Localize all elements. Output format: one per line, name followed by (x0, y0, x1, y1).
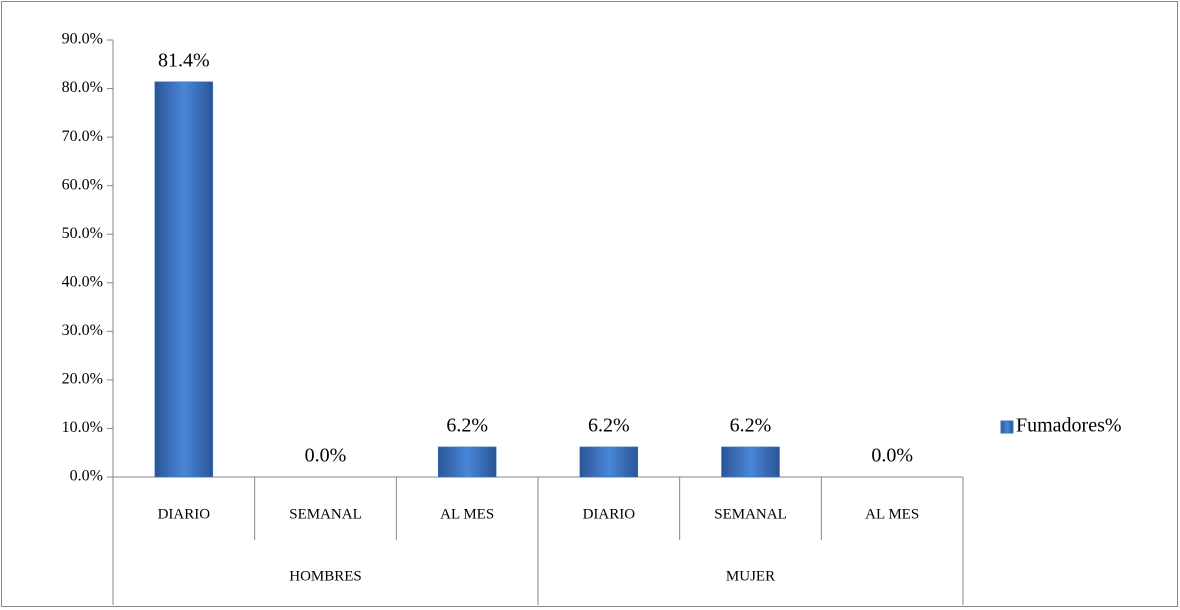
x-tick-label: DIARIO (583, 506, 636, 522)
x-tick-label: DIARIO (158, 506, 211, 522)
data-label: 6.2% (446, 414, 488, 436)
y-tick-label: 40.0% (62, 273, 103, 290)
bar (579, 446, 639, 478)
data-label: 6.2% (730, 414, 772, 436)
x-tick-label: AL MES (865, 506, 919, 522)
data-label: 6.2% (588, 414, 630, 436)
y-tick-label: 20.0% (62, 371, 103, 388)
y-tick-label: 90.0% (62, 31, 103, 48)
group-label: HOMBRES (289, 568, 362, 584)
bar (721, 446, 780, 478)
y-tick-label: 0.0% (70, 468, 103, 485)
legend-swatch (1000, 420, 1014, 434)
bar (154, 81, 214, 478)
x-tick-label: AL MES (440, 506, 494, 522)
data-label: 81.4% (158, 49, 210, 71)
x-tick-label: SEMANAL (714, 506, 787, 522)
y-tick-label: 30.0% (62, 322, 103, 339)
y-tick-label: 80.0% (62, 79, 103, 96)
y-tick-label: 60.0% (62, 176, 103, 193)
x-tick-label: SEMANAL (289, 506, 362, 522)
legend-label: Fumadores% (1016, 415, 1122, 437)
y-tick-label: 70.0% (62, 128, 103, 145)
data-label: 0.0% (305, 445, 347, 467)
y-tick-label: 10.0% (62, 419, 103, 436)
y-tick-label: 50.0% (62, 225, 103, 242)
group-label: MUJER (726, 568, 775, 584)
bar (437, 446, 497, 478)
data-label: 0.0% (871, 445, 913, 467)
